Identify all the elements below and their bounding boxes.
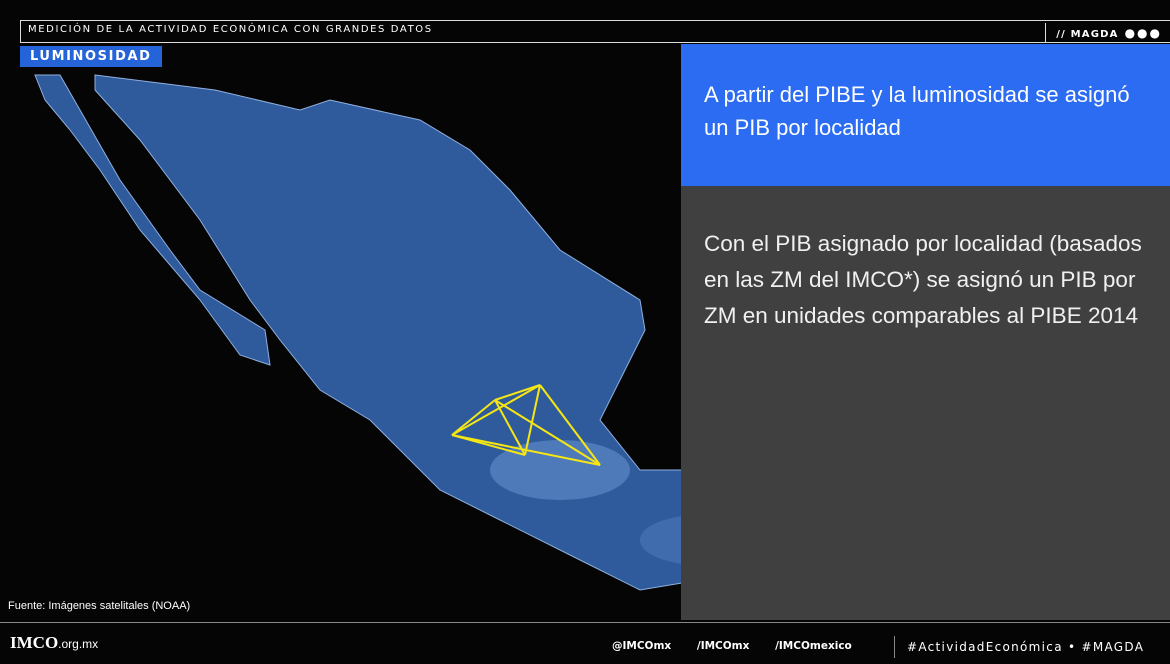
body-text: Con el PIB asignado por localidad (basad… <box>704 226 1144 334</box>
logo-name: IMCO <box>10 633 58 652</box>
brand-dots: ●●● <box>1125 23 1162 43</box>
social-twitter[interactable]: @IMCOmx <box>612 640 671 652</box>
slide: MEDICIÓN DE LA ACTIVIDAD ECONÓMICA CON G… <box>0 0 1170 664</box>
light-glow <box>490 440 630 500</box>
social-links: @IMCOmx /IMCOmx /IMCOmexico <box>612 640 874 652</box>
highlight-text: A partir del PIBE y la luminosidad se as… <box>704 78 1144 144</box>
logo-domain: .org.mx <box>58 637 98 651</box>
social-instagram[interactable]: /IMCOmexico <box>775 640 852 652</box>
source-note: Fuente: Imágenes satelitales (NOAA) <box>8 600 190 612</box>
social-facebook[interactable]: /IMCOmx <box>697 640 750 652</box>
hashtags: #ActividadEconómica • #MAGDA <box>894 636 1144 658</box>
header-title: MEDICIÓN DE LA ACTIVIDAD ECONÓMICA CON G… <box>28 24 433 35</box>
logo: IMCO.org.mx <box>10 633 98 653</box>
section-label: LUMINOSIDAD <box>20 46 162 67</box>
brand: // MAGDA ●●● <box>1045 23 1162 43</box>
brand-text: // MAGDA <box>1056 29 1118 40</box>
